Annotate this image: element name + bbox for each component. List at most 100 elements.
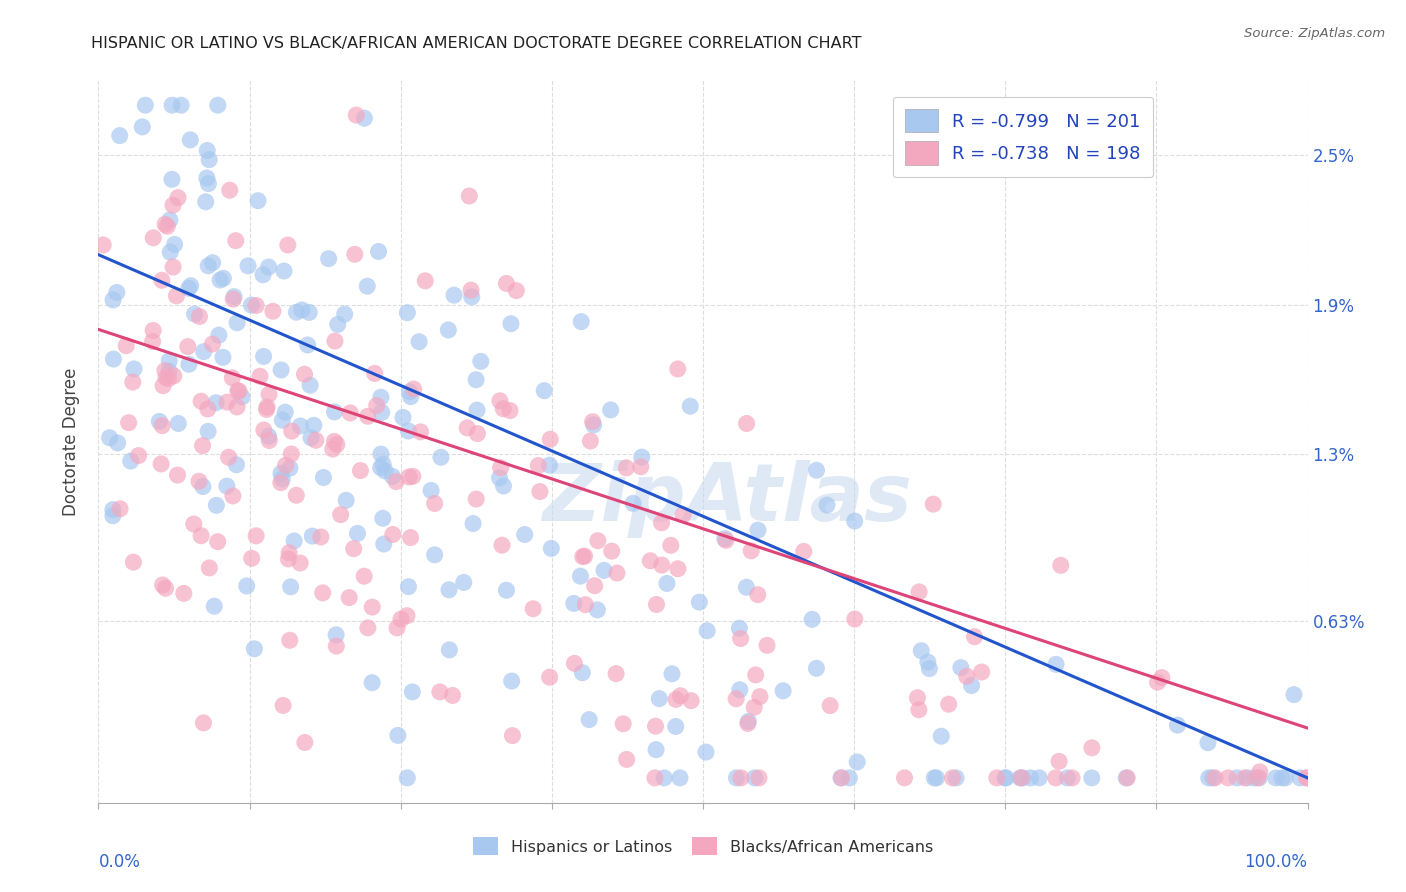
Point (280, 447, 302, 461)
Point (288, 556, 311, 570)
Point (209, 273, 232, 287)
Point (201, 255, 224, 269)
Point (153, 217, 176, 231)
Point (167, 417, 190, 431)
Point (1047, 755, 1070, 769)
Point (489, 460, 512, 475)
Point (274, 405, 297, 419)
Point (231, 390, 253, 404)
Point (155, 581, 177, 595)
Point (614, 461, 637, 475)
Point (297, 338, 319, 352)
Point (605, 666, 627, 681)
Point (399, 531, 422, 545)
Point (215, 395, 238, 409)
Point (302, 418, 325, 433)
Point (748, 690, 770, 704)
Point (101, 502, 124, 516)
Point (1249, 771, 1271, 785)
Point (256, 400, 278, 414)
Point (131, 120, 153, 134)
Point (212, 351, 235, 365)
Point (155, 370, 177, 384)
Point (108, 128, 131, 143)
Point (1249, 764, 1271, 779)
Point (363, 367, 385, 381)
Point (370, 390, 392, 404)
Point (938, 697, 960, 711)
Point (193, 715, 215, 730)
Y-axis label: Doctorate Degree: Doctorate Degree (62, 368, 80, 516)
Point (197, 425, 219, 439)
Point (747, 523, 769, 537)
Point (166, 468, 188, 483)
Point (527, 458, 550, 473)
Point (270, 475, 292, 490)
Point (1198, 771, 1220, 785)
Point (441, 689, 464, 703)
Point (1247, 771, 1270, 785)
Point (956, 669, 979, 683)
Point (1289, 771, 1312, 785)
Point (235, 579, 257, 593)
Point (917, 655, 939, 669)
Point (167, 191, 190, 205)
Point (730, 771, 752, 785)
Point (298, 305, 321, 319)
Point (273, 264, 295, 278)
Point (188, 475, 211, 489)
Point (207, 534, 229, 549)
Point (1296, 771, 1319, 785)
Point (353, 569, 375, 583)
Point (252, 268, 274, 282)
Point (122, 362, 145, 376)
Point (361, 675, 384, 690)
Point (222, 292, 245, 306)
Point (1011, 771, 1033, 785)
Point (335, 493, 357, 508)
Point (429, 685, 451, 699)
Point (177, 357, 200, 371)
Point (806, 661, 828, 675)
Point (574, 598, 596, 612)
Point (695, 745, 717, 759)
Point (333, 307, 356, 321)
Point (409, 425, 432, 439)
Point (408, 334, 430, 349)
Point (271, 698, 294, 713)
Point (395, 608, 418, 623)
Point (107, 436, 129, 450)
Point (337, 591, 360, 605)
Point (910, 644, 932, 658)
Point (994, 771, 1017, 785)
Point (513, 527, 536, 541)
Point (540, 541, 562, 556)
Point (218, 183, 240, 197)
Point (325, 639, 347, 653)
Point (581, 415, 603, 429)
Point (374, 464, 396, 478)
Point (499, 403, 522, 417)
Point (437, 582, 460, 597)
Point (160, 98, 183, 112)
Point (586, 603, 609, 617)
Point (586, 533, 609, 548)
Point (197, 177, 219, 191)
Point (1060, 771, 1083, 785)
Point (153, 364, 176, 378)
Point (290, 419, 312, 434)
Point (963, 630, 986, 644)
Point (538, 670, 561, 684)
Point (465, 373, 488, 387)
Point (793, 544, 815, 558)
Point (191, 439, 214, 453)
Point (600, 544, 623, 558)
Point (105, 285, 128, 300)
Point (398, 580, 420, 594)
Point (349, 464, 371, 478)
Point (740, 543, 762, 558)
Point (838, 771, 860, 785)
Point (207, 98, 229, 112)
Point (599, 403, 621, 417)
Point (198, 561, 221, 575)
